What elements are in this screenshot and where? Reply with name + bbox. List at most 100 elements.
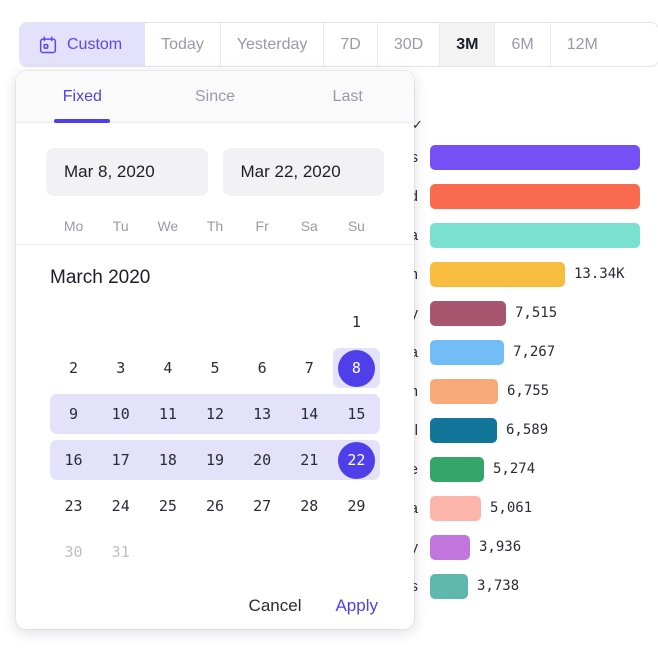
calendar-week-row: 16 17 18 19 20 21 22: [50, 437, 380, 483]
calendar-day[interactable]: 9: [69, 405, 79, 423]
calendar-day[interactable]: 2: [69, 359, 79, 377]
date-range-toolbar: Custom Today Yesterday 7D 30D 3M 6M 12M: [19, 22, 658, 67]
calendar-week-row: 1: [50, 299, 380, 345]
weekday-fr: Fr: [255, 218, 269, 234]
range-button-label: 12M: [566, 35, 598, 53]
weekday-tu: Tu: [112, 218, 129, 234]
calendar-day[interactable]: 22: [333, 437, 380, 483]
range-button-6m[interactable]: 6M: [495, 23, 551, 66]
calendar-day-grid: 1 2 3 4 5 6 7 8 9 10 11 12 13 14 15 16 17 18 19 20 21 22 23 24 2…: [16, 293, 414, 575]
bar-wrapper: [430, 222, 658, 248]
tab-last[interactable]: Last: [332, 87, 363, 105]
tab-since[interactable]: Since: [194, 87, 236, 105]
range-button-custom[interactable]: Custom: [20, 23, 146, 66]
bar[interactable]: [430, 495, 481, 521]
weekday-th: Th: [206, 218, 224, 234]
calendar-day[interactable]: 1: [351, 313, 361, 331]
calendar-week-row: 30 31: [50, 529, 380, 575]
start-date-input[interactable]: Mar 8, 2020: [46, 148, 208, 196]
calendar-day[interactable]: 18: [158, 451, 177, 469]
calendar-day[interactable]: 15: [347, 405, 366, 423]
calendar-day[interactable]: 19: [205, 451, 225, 469]
month-title: March 2020: [50, 267, 151, 288]
calendar-day[interactable]: 4: [163, 359, 173, 377]
bar[interactable]: [430, 144, 640, 170]
calendar-day[interactable]: 11: [158, 405, 177, 423]
weekday-we: We: [157, 218, 179, 234]
bar[interactable]: [430, 417, 497, 443]
calendar-day-empty: [97, 299, 144, 345]
calendar-day[interactable]: 13: [253, 405, 272, 423]
calendar-day[interactable]: 3: [116, 359, 126, 377]
bar[interactable]: [430, 339, 504, 365]
range-button-7d[interactable]: 7D: [324, 23, 378, 66]
range-button-label: Custom: [67, 35, 123, 53]
bar-chart-rows: esednaan13.34Kny7,515ea7,267m6,755zil6,5…: [352, 138, 658, 606]
bar-value-label: 3,936: [479, 539, 522, 555]
calendar-day[interactable]: 6: [257, 359, 267, 377]
calendar-day[interactable]: 23: [64, 497, 83, 515]
calendar-day[interactable]: 29: [347, 497, 366, 515]
bar-row: ce5,274: [352, 450, 658, 488]
bar-wrapper: 3,738: [430, 573, 658, 599]
bar-wrapper: 3,936: [430, 534, 658, 560]
bar-row: an13.34K: [352, 255, 658, 293]
weekday-header: Mo Tu We Th Fr Sa Su: [16, 196, 414, 245]
calendar-day[interactable]: 27: [253, 497, 272, 515]
calendar-day[interactable]: 30: [64, 543, 83, 561]
calendar-day[interactable]: 10: [111, 405, 130, 423]
range-button-12m[interactable]: 12M: [550, 23, 614, 66]
bar-value-label: 6,755: [507, 383, 550, 399]
weekday-mo: Mo: [63, 218, 84, 234]
calendar-day[interactable]: 12: [205, 405, 225, 423]
bar[interactable]: [430, 534, 470, 560]
range-button-today[interactable]: Today: [145, 23, 221, 66]
calendar-day[interactable]: 24: [111, 497, 130, 515]
bar-value-label: 7,515: [515, 305, 558, 321]
range-button-label: 7D: [340, 35, 361, 53]
range-highlight: [50, 394, 380, 434]
bar-value-label: 5,061: [490, 500, 533, 516]
calendar-day[interactable]: 7: [304, 359, 314, 377]
bar-wrapper: 5,274: [430, 456, 658, 482]
bar[interactable]: [430, 261, 565, 287]
calendar-day[interactable]: 8: [333, 345, 380, 391]
range-button-30d[interactable]: 30D: [377, 23, 441, 66]
calendar-day[interactable]: 21: [300, 451, 319, 469]
calendar-day-empty: [191, 299, 238, 345]
calendar-day[interactable]: 25: [158, 497, 177, 515]
calendar-day[interactable]: 26: [205, 497, 225, 515]
bar[interactable]: [430, 222, 640, 248]
calendar-day[interactable]: 17: [111, 451, 130, 469]
weekday-sa: Sa: [300, 218, 318, 234]
bar[interactable]: [430, 378, 498, 404]
bar-value-label: 6,589: [506, 422, 549, 438]
calendar-day[interactable]: 14: [300, 405, 319, 423]
range-button-yesterday[interactable]: Yesterday: [220, 23, 325, 66]
range-button-label: 6M: [511, 35, 534, 53]
bar[interactable]: [430, 300, 506, 326]
end-date-input[interactable]: Mar 22, 2020: [222, 148, 384, 196]
calendar-week-row: 23 24 25 26 27 28 29: [50, 483, 380, 529]
range-button-3m[interactable]: 3M: [440, 23, 496, 66]
bar[interactable]: [430, 456, 484, 482]
calendar-day[interactable]: 5: [210, 359, 220, 377]
calendar-day-empty: [144, 529, 191, 575]
calendar-day[interactable]: 31: [111, 543, 130, 561]
calendar-icon: [38, 35, 58, 55]
bar-wrapper: 13.34K: [430, 261, 658, 287]
calendar-day[interactable]: 16: [64, 451, 83, 469]
calendar-day[interactable]: 20: [253, 451, 272, 469]
apply-button[interactable]: Apply: [335, 596, 378, 615]
bar-value-label: 5,274: [493, 461, 536, 477]
bar-row: ea7,267: [352, 333, 658, 371]
bar[interactable]: [430, 183, 640, 209]
tab-fixed[interactable]: Fixed: [16, 71, 149, 122]
bar[interactable]: [430, 573, 468, 599]
calendar-day[interactable]: 28: [300, 497, 319, 515]
weekday-su: Su: [347, 218, 365, 234]
date-range-inputs: Mar 8, 2020 Mar 22, 2020: [16, 123, 414, 196]
calendar-week-row: 2 3 4 5 6 7 8: [50, 345, 380, 391]
bar-wrapper: [430, 183, 658, 209]
cancel-button[interactable]: Cancel: [248, 596, 302, 615]
